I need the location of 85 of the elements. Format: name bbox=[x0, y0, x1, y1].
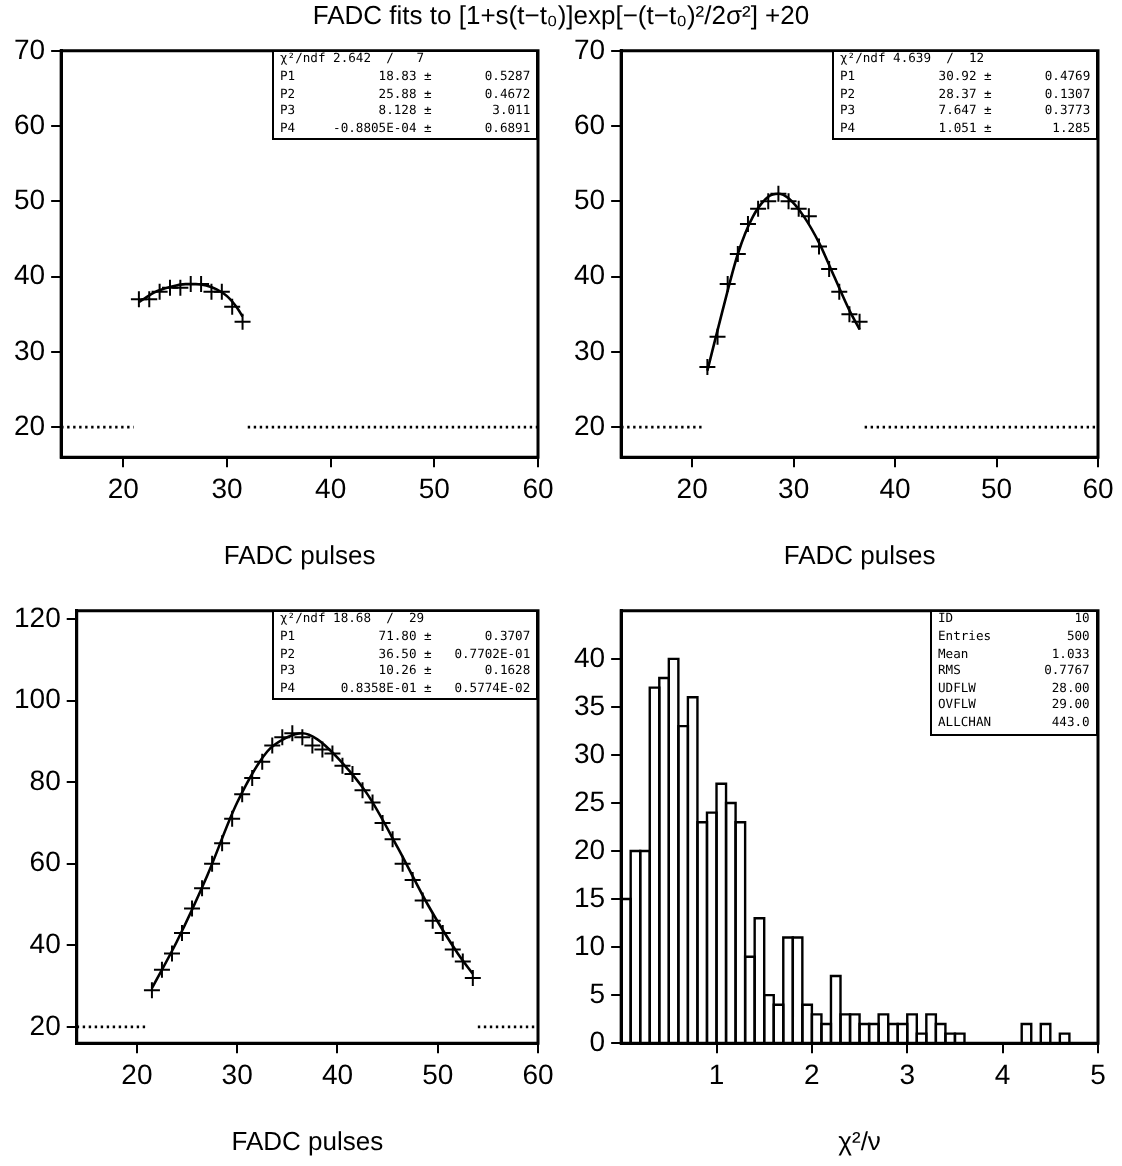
point bbox=[463, 968, 482, 987]
x-tick-label: 60 bbox=[522, 471, 554, 504]
x-tick-label: 4 bbox=[994, 1057, 1011, 1090]
point bbox=[193, 879, 212, 898]
y-tick-label: 25 bbox=[573, 784, 606, 817]
x-tick-label: 5 bbox=[1090, 1057, 1107, 1090]
point bbox=[738, 214, 757, 233]
point bbox=[171, 278, 190, 297]
y-tick-label: 40 bbox=[29, 927, 62, 960]
y-tick-label: 120 bbox=[14, 600, 62, 633]
y-tick-label: 60 bbox=[29, 845, 62, 878]
x-tick-label: 50 bbox=[422, 1057, 454, 1090]
y-tick-label: 40 bbox=[573, 258, 606, 291]
point bbox=[809, 237, 828, 256]
y-tick-label: 30 bbox=[13, 333, 46, 366]
x-axis-title: χ²/ν bbox=[838, 1125, 881, 1156]
x-tick-label: 30 bbox=[221, 1057, 254, 1090]
point bbox=[223, 297, 242, 316]
x-tick-label: 40 bbox=[315, 471, 347, 504]
point bbox=[263, 736, 282, 755]
x-tick-label: 30 bbox=[778, 471, 810, 504]
point bbox=[749, 199, 768, 218]
point bbox=[708, 327, 727, 346]
point bbox=[728, 245, 747, 263]
y-tick-label: 20 bbox=[29, 1008, 62, 1041]
point bbox=[212, 282, 231, 301]
point bbox=[223, 809, 242, 828]
x-tick-label: 20 bbox=[121, 1057, 153, 1090]
point bbox=[820, 260, 839, 279]
y-tick-label: 30 bbox=[573, 333, 606, 366]
y-tick-label: 15 bbox=[573, 880, 606, 913]
chart-title: FADC fits to [1+s(t−t₀)]exp[−(t−t₀)²/2σ²] +20 bbox=[310, 0, 812, 30]
y-tick-label: 60 bbox=[13, 107, 46, 140]
point bbox=[759, 192, 778, 211]
x-tick-label: 1 bbox=[708, 1057, 725, 1090]
point bbox=[373, 813, 392, 832]
y-tick-label: 50 bbox=[573, 183, 606, 216]
y-tick-label: 20 bbox=[573, 408, 606, 441]
x-tick-label: 60 bbox=[1082, 471, 1114, 504]
point bbox=[203, 854, 222, 873]
point bbox=[142, 981, 161, 1000]
x-axis-title: FADC pulses bbox=[231, 1125, 385, 1156]
y-tick-label: 5 bbox=[589, 976, 606, 1009]
y-tick-label: 35 bbox=[573, 688, 606, 721]
y-tick-label: 100 bbox=[14, 682, 62, 715]
y-tick-label: 20 bbox=[573, 832, 606, 865]
point bbox=[233, 785, 252, 804]
point bbox=[718, 275, 737, 294]
point bbox=[243, 769, 262, 788]
y-tick-label: 60 bbox=[573, 107, 606, 140]
y-tick-label: 70 bbox=[13, 32, 46, 65]
point bbox=[152, 960, 171, 979]
y-tick-label: 40 bbox=[573, 640, 606, 673]
x-tick-label: 20 bbox=[676, 471, 709, 504]
y-tick-label: 40 bbox=[13, 258, 46, 291]
point bbox=[150, 282, 169, 301]
point bbox=[393, 854, 412, 873]
x-tick-label: 30 bbox=[211, 471, 243, 504]
x-tick-label: 40 bbox=[321, 1057, 354, 1090]
point bbox=[233, 312, 252, 331]
point bbox=[273, 728, 292, 747]
x-tick-label: 3 bbox=[899, 1057, 916, 1090]
point bbox=[413, 891, 432, 910]
x-tick-label: 20 bbox=[107, 471, 140, 504]
y-tick-label: 50 bbox=[13, 183, 46, 216]
x-tick-label: 50 bbox=[418, 471, 451, 504]
point bbox=[830, 282, 849, 301]
y-tick-label: 20 bbox=[13, 408, 46, 441]
y-tick-label: 0 bbox=[589, 1024, 606, 1057]
x-tick-label: 50 bbox=[980, 471, 1013, 504]
x-axis-title: FADC pulses bbox=[783, 539, 937, 570]
y-tick-label: 10 bbox=[573, 928, 606, 961]
y-tick-label: 80 bbox=[29, 763, 62, 796]
point bbox=[213, 834, 232, 853]
x-tick-label: 2 bbox=[804, 1057, 821, 1090]
point bbox=[253, 752, 272, 771]
x-tick-label: 40 bbox=[879, 471, 912, 504]
point bbox=[403, 871, 422, 890]
y-tick-label: 30 bbox=[573, 736, 606, 769]
point bbox=[383, 830, 402, 849]
y-tick-label: 70 bbox=[573, 32, 606, 65]
point bbox=[162, 944, 181, 963]
point bbox=[183, 899, 202, 918]
x-axis-title: FADC pulses bbox=[223, 539, 377, 570]
x-tick-label: 60 bbox=[522, 1057, 554, 1090]
